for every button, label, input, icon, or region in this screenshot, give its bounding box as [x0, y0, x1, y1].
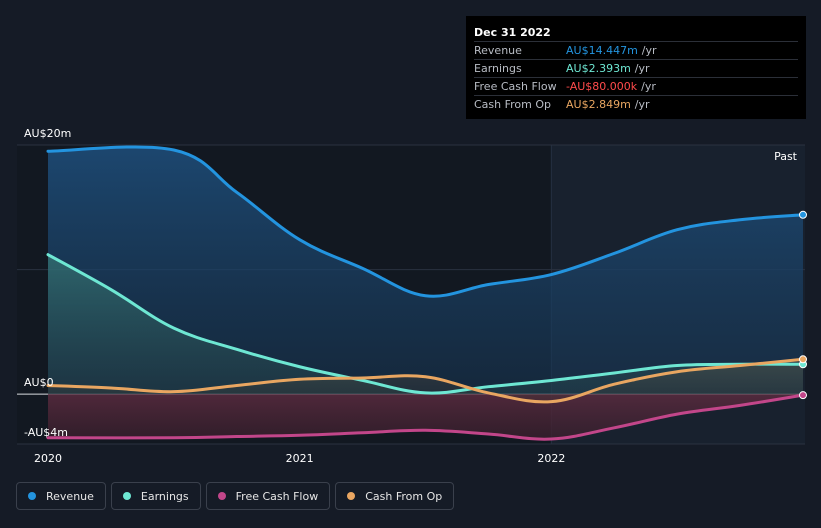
series-areas [48, 146, 803, 440]
legend-item-revenue[interactable]: Revenue [16, 482, 106, 510]
legend-dot-icon [28, 492, 36, 500]
area-free-cash-flow [48, 394, 803, 440]
area-earnings [48, 254, 803, 395]
area-cash-from-op [48, 359, 803, 402]
tooltip-row-revenue: Revenue AU$14.447m /yr [474, 41, 798, 59]
tooltip-value: -AU$80.000k [566, 80, 638, 93]
end-point-revenue [799, 210, 807, 219]
y-tick-label: AU$20m [24, 127, 71, 140]
x-tick-label: 2022 [537, 452, 565, 465]
y-tick-label: -AU$4m [24, 426, 68, 439]
tooltip-unit: /yr [641, 80, 656, 93]
series-lines [46, 145, 805, 441]
tooltip-row-free-cash-flow: Free Cash Flow -AU$80.000k /yr [474, 77, 798, 95]
chart-legend: Revenue Earnings Free Cash Flow Cash Fro… [16, 482, 459, 512]
legend-label: Free Cash Flow [235, 489, 319, 503]
tooltip-label: Revenue [474, 44, 522, 57]
line-revenue [46, 145, 805, 298]
x-tick-label: 2021 [286, 452, 314, 465]
tooltip-label: Free Cash Flow [474, 80, 557, 93]
legend-item-earnings[interactable]: Earnings [110, 482, 201, 510]
y-tick-label: AU$0 [24, 376, 54, 389]
line-earnings [46, 253, 805, 395]
tooltip-label: Cash From Op [474, 98, 552, 111]
tooltip-unit: /yr [641, 44, 657, 57]
tooltip-label: Earnings [474, 62, 522, 75]
legend-label: Cash From Op [365, 489, 443, 503]
x-tick-label: 2020 [34, 452, 62, 465]
legend-dot-icon [122, 492, 131, 500]
area-revenue [48, 146, 803, 395]
tooltip-row-cash-from-op: Cash From Op AU$2.849m /yr [474, 95, 798, 113]
axis-labels: AU$20m AU$0 -AU$4m 2020 2021 2022 Past [24, 127, 798, 465]
tooltip-value: AU$2.393m [566, 62, 631, 75]
line-cash-from-op [46, 357, 805, 404]
legend-dot-icon [347, 492, 356, 500]
line-free-cash-flow [46, 393, 805, 441]
tooltip-value: AU$14.447m [566, 44, 638, 57]
legend-item-free-cash-flow[interactable]: Free Cash Flow [205, 482, 331, 510]
past-label: Past [774, 150, 798, 163]
legend-item-cash-from-op[interactable]: Cash From Op [335, 482, 455, 510]
legend-label: Revenue [46, 489, 94, 503]
tooltip-date: Dec 31 2022 [474, 26, 551, 39]
tooltip-row-earnings: Earnings AU$2.393m /yr [474, 59, 798, 77]
tooltip-panel: Dec 31 2022 Revenue AU$14.447m /yr Earni… [466, 16, 806, 119]
end-point-free-cash-flow [799, 391, 807, 400]
series-end-markers [799, 210, 807, 400]
legend-dot-icon [217, 492, 226, 500]
end-point-cash-from-op [799, 355, 807, 364]
tooltip-unit: /yr [634, 62, 650, 75]
tooltip-value: AU$2.849m [566, 98, 631, 111]
legend-label: Earnings [140, 489, 189, 503]
tooltip-unit: /yr [634, 98, 650, 111]
